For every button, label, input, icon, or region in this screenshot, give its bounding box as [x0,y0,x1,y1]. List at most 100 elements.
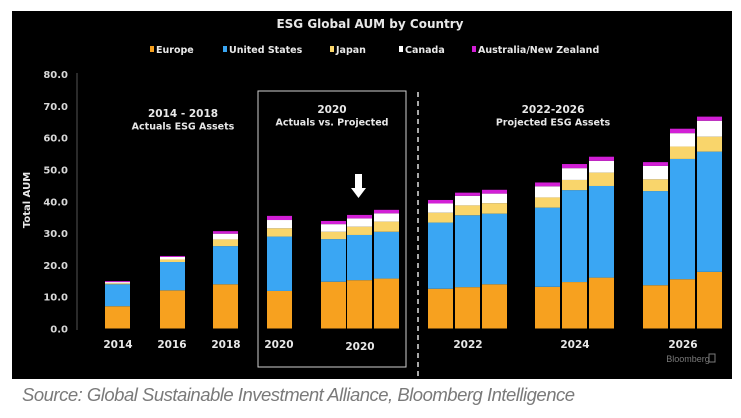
bar-segment-japan [213,239,238,247]
bar-segment-australia-new-zealand [589,156,614,161]
bar-segment-europe [160,290,185,329]
bar-segment-united-states [374,231,399,279]
y-tick-label: 40.0 [43,197,68,208]
bar-segment-japan [105,283,130,285]
bar-segment-canada [105,282,130,284]
y-tick-label: 30.0 [43,229,68,240]
bar-segment-australia-new-zealand [428,199,453,204]
x-tick-label: 2022 [453,339,482,351]
bar-segment-australia-new-zealand [160,255,185,257]
x-tick-label: 2016 [157,339,186,351]
annotation-vs: Actuals vs. Projected [276,118,389,129]
bar-segment-canada [482,193,507,204]
bar-segment-japan [535,197,560,208]
bar-segment-canada [455,195,480,206]
bar-segment-japan [482,203,507,214]
bar-segment-japan [374,221,399,232]
bar-segment-australia-new-zealand [267,215,292,221]
y-ticks: 0.0 10.0 20.0 30.0 40.0 50.0 60.0 70.0 80.0 [43,70,68,336]
y-tick-label: 20.0 [43,261,68,272]
annotation-projected: Projected ESG Assets [496,118,611,129]
bar-segment-australia-new-zealand [562,164,587,169]
bar-stack [482,189,507,329]
bar-segment-canada [321,224,346,232]
bar-segment-canada [267,220,292,229]
bar-stack [160,255,185,329]
annotation-actuals: 2014 - 2018 [148,108,218,120]
bar-stack [105,281,130,329]
x-tick-label: 2024 [560,339,589,351]
y-tick-label: 10.0 [43,293,68,304]
bar-segment-europe [589,277,614,329]
annotation-actuals: Actuals ESG Assets [132,122,235,133]
bar-segment-europe [321,281,346,329]
bar-segment-australia-new-zealand [455,192,480,196]
x-tick-label: 2020 [345,341,374,353]
bar-segment-japan [347,226,372,235]
bar-segment-australia-new-zealand [643,162,668,166]
bar-stack [213,231,238,329]
legend-swatch [330,46,334,52]
bar-segment-canada [670,133,695,147]
bar-stack [670,128,695,329]
bar-segment-europe [428,288,453,329]
bar-stack [428,199,453,329]
bar-segment-australia-new-zealand [213,231,238,234]
bar-segment-canada [535,186,560,198]
bar-segment-europe [670,279,695,329]
bar-segment-canada [428,203,453,213]
bar-stack [697,116,722,329]
y-tick-label: 80.0 [43,70,68,81]
bar-segment-australia-new-zealand [347,214,372,219]
legend-label: Europe [156,45,194,56]
x-tick-label: 2018 [211,339,240,351]
bar-segment-japan [455,205,480,216]
bar-segment-australia-new-zealand [670,128,695,134]
bar-segment-europe [347,280,372,329]
bar-segment-europe [482,284,507,329]
bloomberg-logo-icon [708,353,716,363]
legend-swatch [223,46,227,52]
annotation-vs: 2020 [317,104,346,116]
x-tick-label: 2020 [264,339,293,351]
bar-segment-europe [267,290,292,329]
bar-segment-japan [160,259,185,263]
bar-segment-canada [347,218,372,227]
bar-segment-united-states [697,151,722,272]
bar-segment-canada [562,168,587,180]
y-axis-label: Total AUM [22,172,33,228]
bar-segment-united-states [105,284,130,307]
legend-label: Canada [405,45,445,56]
bar-segment-canada [160,256,185,260]
bar-segment-united-states [535,207,560,287]
bar-segment-europe [697,271,722,329]
bar-segment-europe [535,286,560,329]
bar-segment-united-states [562,190,587,283]
bar-segment-europe [455,287,480,329]
bar-segment-australia-new-zealand [105,281,130,283]
bar-segment-japan [643,179,668,192]
bar-segment-japan [670,146,695,159]
bar-segment-canada [213,233,238,240]
bar-segment-europe [374,278,399,329]
bars [105,116,722,329]
bar-segment-japan [428,212,453,223]
annotations: 2014 - 2018 Actuals ESG Assets 2020 Actuals… [132,104,611,133]
bar-segment-australia-new-zealand [482,189,507,194]
bar-stack [535,182,560,329]
y-tick-label: 0.0 [50,325,68,336]
legend-label: Australia/New Zealand [478,45,599,56]
bloomberg-watermark: Bloomberg [666,354,710,364]
bar-segment-japan [589,172,614,186]
bar-segment-united-states [213,246,238,285]
bar-segment-united-states [455,215,480,288]
bar-segment-japan [562,179,587,191]
bar-segment-australia-new-zealand [697,116,722,121]
bar-segment-united-states [643,191,668,286]
bar-segment-japan [697,136,722,152]
down-arrow-icon [351,174,366,198]
bar-stack [374,209,399,329]
bar-stack [455,192,480,329]
legend-swatch [150,46,154,52]
